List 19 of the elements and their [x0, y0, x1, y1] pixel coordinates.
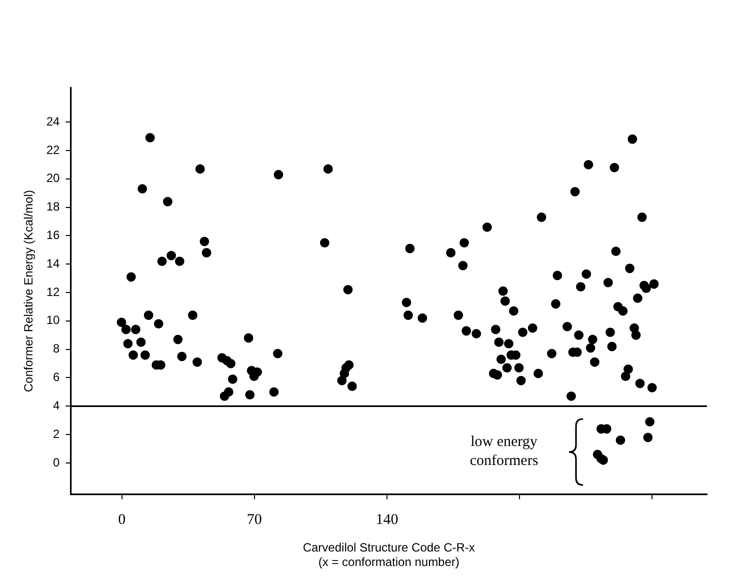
y-axis-title: Conformer Relative Energy (Kcal/mol) — [22, 190, 36, 392]
y-tick-label: 22 — [46, 142, 60, 157]
y-tick-label: 10 — [46, 313, 60, 328]
y-tick-label: 2 — [53, 426, 60, 441]
y-tick-label: 4 — [53, 398, 60, 412]
y-tick-label: 24 — [46, 114, 60, 128]
x-tick-label: 70 — [246, 512, 262, 528]
x-tick-label: 0 — [118, 512, 126, 528]
y-tick-label: 16 — [46, 228, 60, 242]
y-tick-label: 14 — [46, 256, 60, 270]
y-tick-label: 20 — [46, 171, 60, 186]
x-tick-label: 140 — [376, 512, 398, 528]
y-tick-label: 0 — [53, 455, 60, 470]
y-tick-label: 6 — [53, 370, 60, 384]
annotation: low energy conformers — [468, 433, 540, 472]
x-axis-title: Carvedilol Structure Code C-R-x (x = conformation number) — [302, 540, 475, 570]
y-tick-label: 12 — [46, 284, 60, 299]
y-tick-label: 18 — [46, 200, 60, 214]
y-tick-label: 8 — [53, 342, 60, 356]
